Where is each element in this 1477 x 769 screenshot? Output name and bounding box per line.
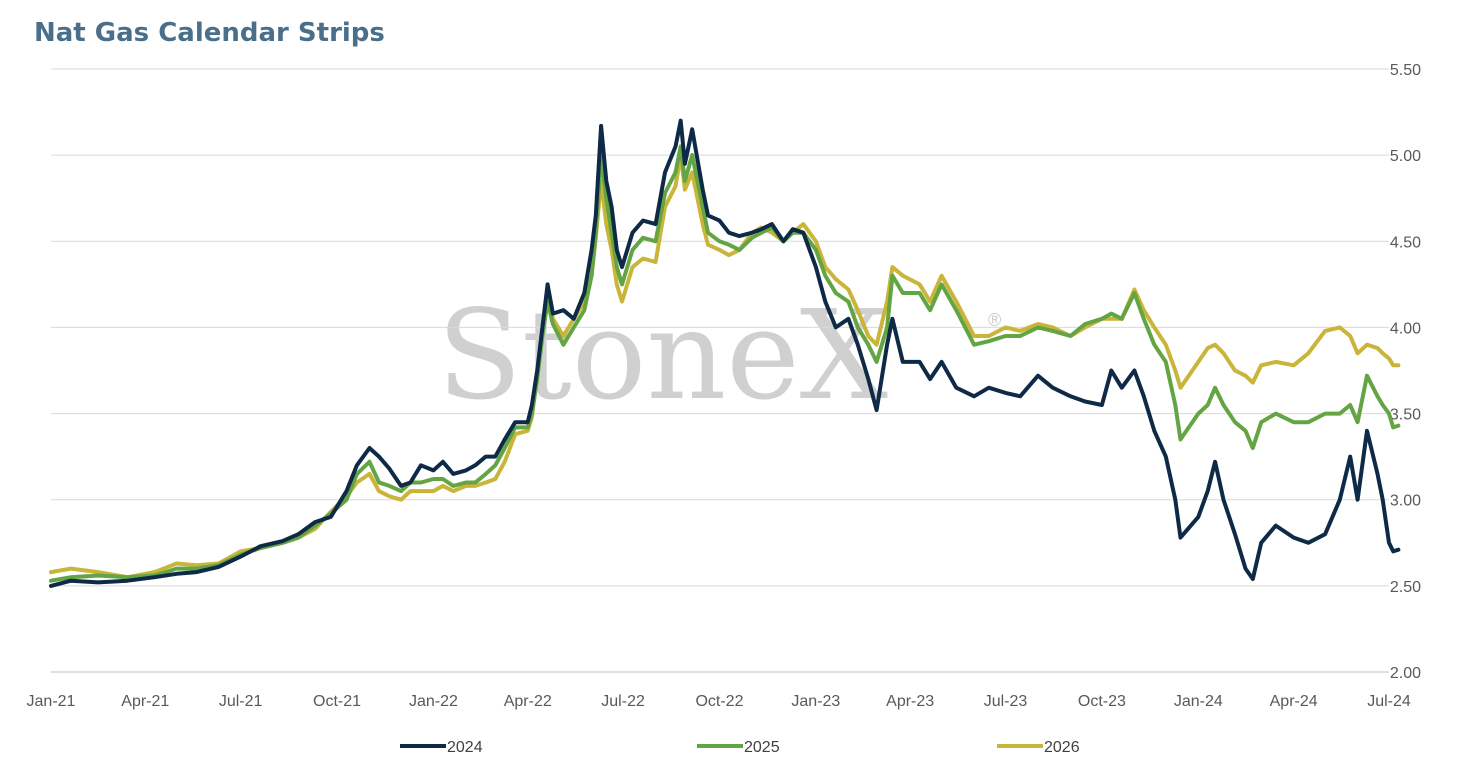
x-tick-label: Apr-23 bbox=[886, 693, 934, 710]
series-line-2026 bbox=[49, 153, 1401, 580]
y-tick-label: 4.50 bbox=[1390, 234, 1421, 251]
x-tick-label: Jan-22 bbox=[409, 693, 458, 710]
series-lines bbox=[49, 118, 1401, 588]
x-tick-label: Oct-22 bbox=[695, 693, 743, 710]
x-tick-label: Oct-23 bbox=[1078, 693, 1126, 710]
x-tick-label: Jul-22 bbox=[601, 693, 645, 710]
x-tick-label: Apr-21 bbox=[121, 693, 169, 710]
watermark-text: StoneX bbox=[437, 284, 888, 428]
y-tick-label: 5.50 bbox=[1390, 62, 1421, 79]
y-tick-label: 4.00 bbox=[1390, 320, 1421, 337]
x-tick-label: Oct-21 bbox=[313, 693, 361, 710]
legend-label: 2024 bbox=[447, 739, 483, 756]
x-tick-label: Jul-23 bbox=[984, 693, 1028, 710]
x-tick-label: Jan-23 bbox=[791, 693, 840, 710]
y-axis: 2.00 2.50 3.00 3.50 4.00 4.50 5.00 5.50 bbox=[1390, 62, 1421, 682]
legend-label: 2026 bbox=[1044, 739, 1080, 756]
legend-label: 2025 bbox=[744, 739, 780, 756]
x-tick-label: Jul-24 bbox=[1367, 693, 1411, 710]
y-tick-label: 3.50 bbox=[1390, 407, 1421, 424]
legend-item-2026: 2026 bbox=[997, 739, 1080, 756]
series-line-2024 bbox=[49, 118, 1401, 588]
legend: 2024 2025 2026 bbox=[400, 739, 1080, 756]
y-tick-label: 2.00 bbox=[1390, 665, 1421, 682]
y-tick-label: 5.00 bbox=[1390, 148, 1421, 165]
y-tick-label: 3.00 bbox=[1390, 493, 1421, 510]
stonex-watermark: StoneX ® bbox=[437, 284, 1001, 428]
x-tick-label: Jul-21 bbox=[219, 693, 263, 710]
series-line-2025 bbox=[49, 144, 1401, 583]
x-tick-label: Apr-22 bbox=[504, 693, 552, 710]
legend-item-2024: 2024 bbox=[400, 739, 483, 756]
chart-title: Nat Gas Calendar Strips bbox=[34, 18, 385, 48]
x-tick-label: Apr-24 bbox=[1270, 693, 1318, 710]
x-tick-label: Jan-21 bbox=[27, 693, 76, 710]
watermark-registered-mark: ® bbox=[988, 310, 1001, 330]
x-axis: Jan-21 Apr-21 Jul-21 Oct-21 Jan-22 Apr-22 Jul-… bbox=[27, 693, 1411, 710]
legend-item-2025: 2025 bbox=[697, 739, 780, 756]
x-tick-label: Jan-24 bbox=[1174, 693, 1223, 710]
y-tick-label: 2.50 bbox=[1390, 579, 1421, 596]
